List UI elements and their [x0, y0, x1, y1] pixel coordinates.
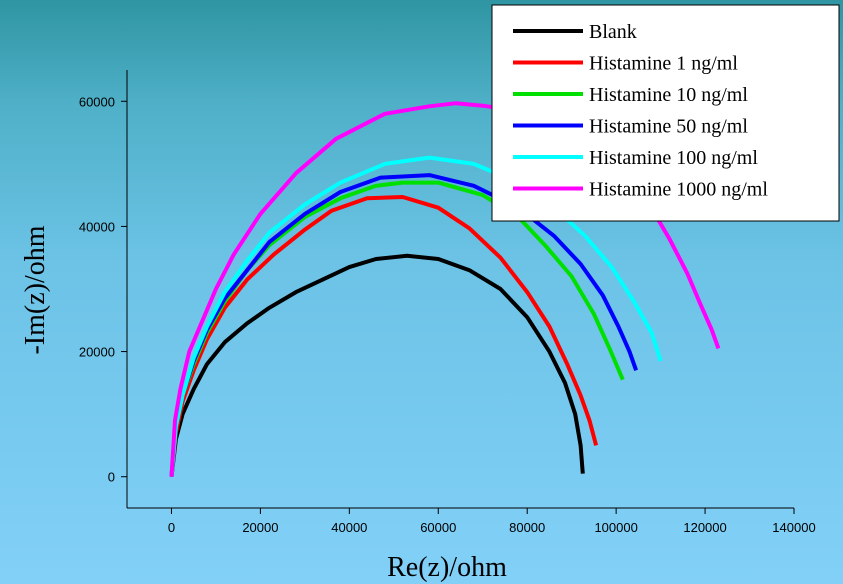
- legend-label-3: Histamine 50 ng/ml: [589, 116, 748, 138]
- y-tick-label: 20000: [79, 345, 115, 360]
- y-tick-label: 40000: [79, 219, 115, 234]
- legend-box: [491, 4, 840, 222]
- x-axis-title: Re(z)/ohm: [387, 552, 507, 583]
- series-line-0: [169, 253, 585, 477]
- x-tick-label: 20000: [242, 520, 278, 535]
- series-line-4: [169, 155, 663, 477]
- legend-label-1: Histamine 1 ng/ml: [589, 53, 738, 75]
- x-tick-label: 0: [168, 520, 175, 535]
- legend-label-5: Histamine 1000 ng/ml: [589, 179, 768, 201]
- x-tick-label: 80000: [509, 520, 545, 535]
- legend: Blank Histamine 1 ng/ml Histamine 10 ng/ml…: [491, 4, 840, 222]
- series-layer: [169, 101, 721, 477]
- legend-label-4: Histamine 100 ng/ml: [589, 147, 758, 169]
- x-tick-label: 40000: [331, 520, 367, 535]
- x-tick-label: 100000: [594, 520, 637, 535]
- ticks: 0 20000 40000 60000 80000 100000 120000 140000 0…: [79, 94, 816, 535]
- y-tick-label: 0: [108, 470, 115, 485]
- x-tick-label: 120000: [683, 520, 726, 535]
- series-line-5: [169, 101, 721, 477]
- y-axis-title: -Im(z)/ohm: [20, 225, 51, 354]
- legend-label-0: Blank: [589, 21, 637, 43]
- series-line-1: [169, 195, 599, 477]
- x-tick-label: 140000: [772, 520, 815, 535]
- y-tick-label: 60000: [79, 94, 115, 109]
- axes: [126, 70, 794, 509]
- legend-label-2: Histamine 10 ng/ml: [589, 84, 748, 106]
- x-tick-label: 60000: [420, 520, 456, 535]
